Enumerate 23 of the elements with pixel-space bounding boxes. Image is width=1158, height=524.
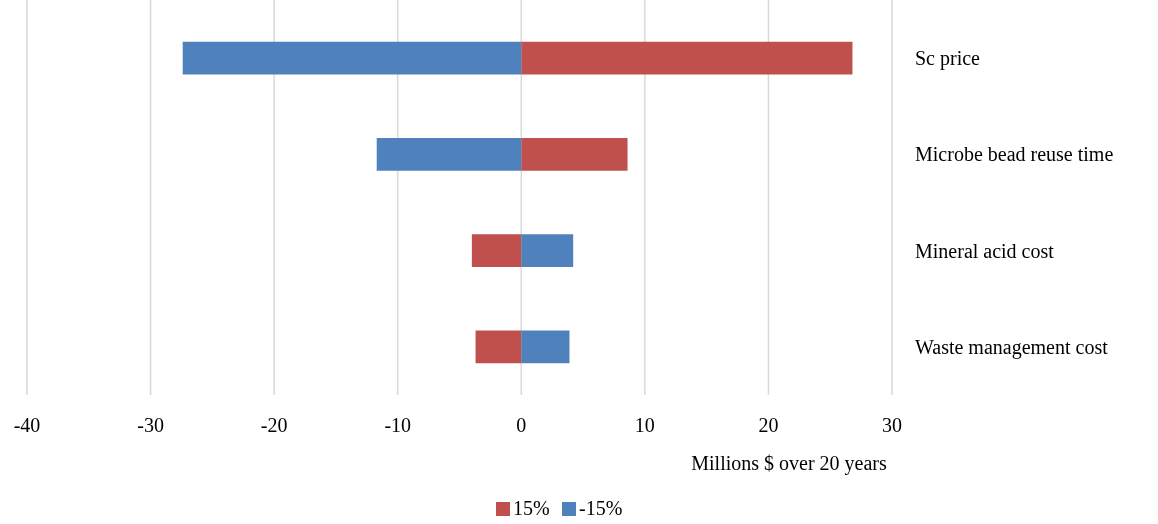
legend-label: 15% xyxy=(513,497,550,519)
x-tick-label: 10 xyxy=(634,414,655,436)
bar xyxy=(471,234,522,267)
x-tick-label: -20 xyxy=(260,414,288,436)
bar xyxy=(521,138,628,171)
y-tick-label: Mineral acid cost xyxy=(915,239,1055,262)
bar xyxy=(521,330,570,364)
x-tick-label: -10 xyxy=(384,414,412,436)
y-tick-label: Waste management cost xyxy=(915,335,1109,359)
x-axis-title: Millions $ over 20 years xyxy=(691,452,887,475)
bar xyxy=(521,234,574,267)
y-tick-label: Microbe bead reuse time xyxy=(915,143,1114,166)
bar xyxy=(182,41,522,75)
legend-label: -15% xyxy=(579,497,623,519)
x-tick-label: -30 xyxy=(137,414,164,436)
x-tick-label: -40 xyxy=(13,414,41,436)
x-tick-label: 20 xyxy=(758,414,779,436)
y-tick-label: Sc price xyxy=(915,47,981,71)
x-tick-label: 0 xyxy=(516,414,527,436)
x-tick-label: 30 xyxy=(882,414,902,436)
bar xyxy=(521,41,853,75)
bar xyxy=(475,330,522,364)
bar xyxy=(376,138,522,171)
